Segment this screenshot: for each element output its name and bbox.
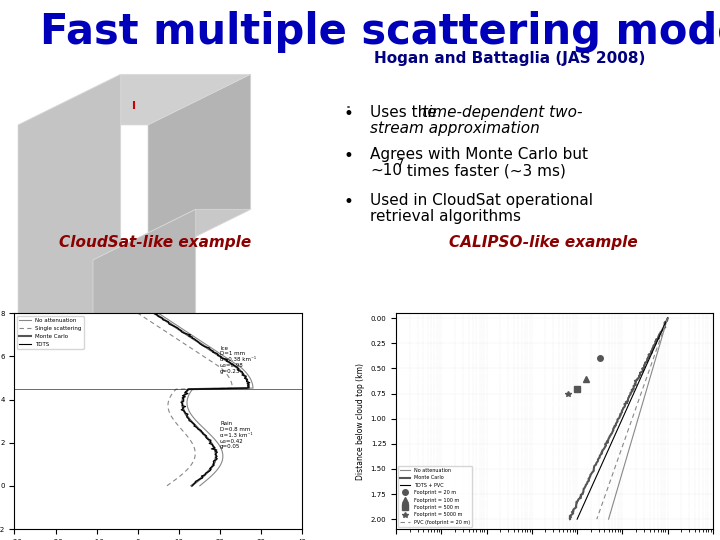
TDTS — [165, 321, 174, 327]
Text: Rain
D=0.8 mm
α=1.3 km⁻¹
ω₀=0.42
g=0.05: Rain D=0.8 mm α=1.3 km⁻¹ ω₀=0.42 g=0.05 — [220, 421, 253, 449]
TDTS + PVC — [660, 323, 668, 329]
TDTS + PVC — [577, 506, 586, 512]
TDTS — [148, 310, 157, 316]
Monte Carlo — [638, 368, 647, 375]
Single scattering — [161, 328, 170, 335]
Monte Carlo — [658, 327, 667, 334]
No attenuation — [171, 321, 179, 327]
Line: No attenuation: No attenuation — [158, 313, 253, 486]
Text: CALIPSO-like example: CALIPSO-like example — [449, 234, 637, 249]
Text: Ice
D=1 mm
α=0.38 km⁻¹
ω₀=0.98
g=0.23: Ice D=1 mm α=0.38 km⁻¹ ω₀=0.98 g=0.23 — [220, 346, 256, 374]
No attenuation — [607, 506, 616, 512]
PVC (footprint = 20 m) — [663, 315, 672, 321]
TDTS + PVC — [647, 352, 655, 359]
PVC (footprint = 20 m) — [650, 352, 659, 359]
Text: time-dependent two-: time-dependent two- — [422, 105, 582, 120]
Monte Carlo — [663, 315, 672, 321]
PVC (footprint = 20 m) — [659, 327, 667, 334]
Text: stream approximation: stream approximation — [370, 121, 540, 136]
Polygon shape — [93, 210, 196, 370]
Single scattering — [181, 468, 189, 475]
Polygon shape — [148, 75, 251, 260]
Line: Single scattering: Single scattering — [138, 313, 233, 486]
TDTS — [177, 328, 186, 335]
TDTS + PVC — [663, 315, 672, 321]
Polygon shape — [18, 75, 251, 125]
Monte Carlo — [570, 506, 578, 512]
Text: Agrees with Monte Carlo but: Agrees with Monte Carlo but — [370, 147, 588, 162]
Monte Carlo — [645, 352, 654, 359]
Text: •: • — [343, 105, 353, 123]
Text: Hogan and Battaglia (JAS 2008): Hogan and Battaglia (JAS 2008) — [374, 51, 646, 65]
TDTS + PVC — [573, 516, 582, 522]
Text: retrieval algorithms: retrieval algorithms — [370, 209, 521, 224]
TDTS + PVC — [580, 499, 589, 505]
No attenuation — [661, 323, 670, 329]
Legend: No attenuation, Monte Carlo, TDTS + PVC, Footprint = 20 m, Footprint = 100 m, Fo: No attenuation, Monte Carlo, TDTS + PVC,… — [398, 466, 472, 526]
Text: CloudSat-like example: CloudSat-like example — [59, 234, 251, 249]
Y-axis label: Distance below cloud top (km): Distance below cloud top (km) — [356, 363, 365, 480]
Line: PVC (footprint = 20 m): PVC (footprint = 20 m) — [597, 318, 667, 519]
Monte Carlo — [660, 323, 668, 329]
PVC (footprint = 20 m) — [660, 323, 669, 329]
Text: times faster (~3 ms): times faster (~3 ms) — [402, 163, 566, 178]
Single scattering — [133, 310, 142, 316]
Monte Carlo — [204, 468, 212, 475]
Legend: No attenuation, Single scattering, Monte Carlo, TDTS: No attenuation, Single scattering, Monte… — [17, 316, 84, 349]
Polygon shape — [93, 210, 251, 260]
Text: Used in CloudSat operational: Used in CloudSat operational — [370, 193, 593, 208]
PVC (footprint = 20 m) — [598, 499, 607, 505]
Text: Fast multiple scattering model: Fast multiple scattering model — [40, 11, 720, 53]
Monte Carlo — [572, 499, 581, 505]
Text: ~10: ~10 — [370, 163, 402, 178]
No attenuation — [660, 327, 668, 334]
Text: •: • — [343, 193, 353, 211]
No attenuation — [663, 315, 672, 321]
Text: •: • — [343, 147, 353, 165]
PVC (footprint = 20 m) — [596, 506, 605, 512]
Monte Carlo — [150, 310, 158, 316]
Polygon shape — [18, 75, 121, 370]
Line: Monte Carlo: Monte Carlo — [154, 313, 249, 486]
No attenuation — [182, 328, 191, 335]
No attenuation — [154, 310, 163, 316]
Monte Carlo — [566, 516, 575, 522]
Line: TDTS: TDTS — [153, 313, 250, 486]
TDTS + PVC — [639, 368, 648, 375]
TDTS — [204, 468, 213, 475]
Single scattering — [150, 321, 158, 327]
No attenuation — [647, 368, 656, 375]
TDTS + PVC — [658, 327, 667, 334]
No attenuation — [211, 468, 220, 475]
PVC (footprint = 20 m) — [644, 368, 653, 375]
No attenuation — [652, 352, 661, 359]
Monte Carlo — [178, 328, 186, 335]
Line: Monte Carlo: Monte Carlo — [570, 318, 667, 519]
No attenuation — [609, 499, 618, 505]
Text: 7: 7 — [396, 159, 403, 169]
Line: TDTS + PVC: TDTS + PVC — [577, 318, 667, 519]
No attenuation — [604, 516, 613, 522]
PVC (footprint = 20 m) — [593, 516, 601, 522]
Text: Uses the: Uses the — [370, 105, 441, 120]
Line: No attenuation: No attenuation — [608, 318, 667, 519]
Monte Carlo — [166, 321, 175, 327]
